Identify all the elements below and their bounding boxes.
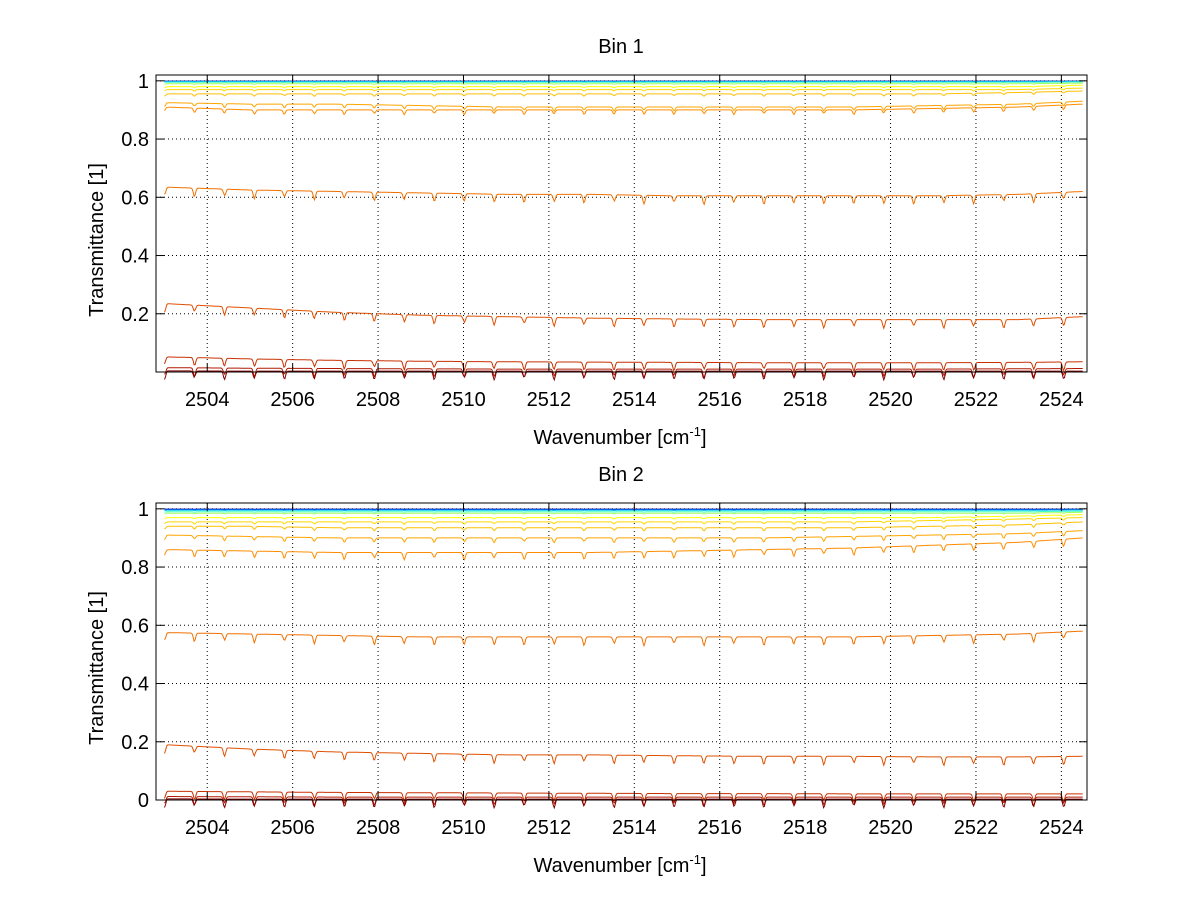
y-tick-label: 0.2 xyxy=(121,304,149,326)
series-line xyxy=(164,103,1083,116)
x-tick-label: 2512 xyxy=(527,389,572,411)
x-tick-label: 2514 xyxy=(612,389,657,411)
y-tick-label: 0.8 xyxy=(121,129,149,151)
series-line xyxy=(164,517,1083,525)
y-tick-label: 0.2 xyxy=(121,732,149,754)
x-tick-label: 2508 xyxy=(356,817,401,839)
x-tick-label: 2512 xyxy=(527,817,572,839)
x-axis-label: Wavenumber [cm-1] xyxy=(533,424,706,449)
plot-frame xyxy=(155,74,1088,373)
x-tick-label: 2516 xyxy=(697,817,742,839)
y-tick-label: 0.4 xyxy=(121,674,149,696)
series-line xyxy=(164,84,1083,89)
y-tick-label: 1 xyxy=(138,71,149,93)
x-axis-label-main: Wavenumber [cm xyxy=(533,427,689,449)
x-tick-label: 2524 xyxy=(1039,817,1084,839)
x-tick-label: 2510 xyxy=(441,389,486,411)
x-tick-label: 2506 xyxy=(270,389,315,411)
x-tick-label: 2514 xyxy=(612,817,657,839)
series-line xyxy=(164,367,1083,380)
x-axis-label-main: Wavenumber [cm xyxy=(533,855,689,877)
series-line xyxy=(164,303,1083,330)
grid-lines xyxy=(156,75,1087,372)
series-line xyxy=(164,537,1083,562)
panel-bin-1: Bin 1 Transmittance [1] Wavenumber [cm-1… xyxy=(86,36,1088,449)
x-tick-label: 2524 xyxy=(1039,389,1084,411)
series-line xyxy=(164,81,1083,84)
x-tick-label: 2504 xyxy=(185,817,230,839)
series-line xyxy=(164,530,1083,544)
series-line xyxy=(164,744,1083,767)
series-line xyxy=(164,514,1083,520)
x-axis-label-end: ] xyxy=(701,427,707,449)
x-tick-label: 2518 xyxy=(783,389,828,411)
series-line xyxy=(164,790,1083,804)
x-tick-label: 2506 xyxy=(270,817,315,839)
y-tick-label: 0 xyxy=(138,790,149,812)
y-axis-label: Transmittance [1] xyxy=(86,591,108,745)
x-axis-label-superscript: -1 xyxy=(689,424,701,439)
axis-ticks: 2504 2506 2508 2510 2512 2514 2516 2518 2520 2522… xyxy=(156,503,1087,839)
x-tick-label: 2516 xyxy=(697,389,742,411)
x-tick-label: 2518 xyxy=(783,817,828,839)
series-line xyxy=(164,186,1083,206)
series-line xyxy=(164,798,1083,810)
series-lines xyxy=(164,80,1083,382)
panel-bin-2: Bin 2 Transmittance [1] Wavenumber [cm-1… xyxy=(86,464,1088,877)
x-tick-label: 2508 xyxy=(356,389,401,411)
series-lines xyxy=(164,508,1083,810)
y-tick-label: 0.6 xyxy=(121,615,149,637)
series-line xyxy=(164,510,1083,513)
x-tick-label: 2520 xyxy=(868,817,913,839)
x-tick-label: 2522 xyxy=(954,817,999,839)
panel-title: Bin 1 xyxy=(598,36,644,58)
y-tick-label: 0.8 xyxy=(121,557,149,579)
series-line xyxy=(164,87,1083,92)
series-line xyxy=(164,100,1083,112)
panel-title: Bin 2 xyxy=(598,464,644,486)
x-axis-label: Wavenumber [cm-1] xyxy=(533,852,706,877)
x-axis-label-end: ] xyxy=(701,855,707,877)
series-line xyxy=(164,511,1083,515)
x-tick-label: 2510 xyxy=(441,817,486,839)
y-tick-label: 0.4 xyxy=(121,246,149,268)
grid-lines xyxy=(156,503,1087,801)
x-tick-label: 2504 xyxy=(185,389,230,411)
x-axis-label-superscript: -1 xyxy=(689,852,701,867)
y-tick-label: 0.6 xyxy=(121,187,149,209)
plot-frame xyxy=(155,502,1088,801)
series-line xyxy=(164,630,1083,648)
series-line xyxy=(164,370,1083,382)
series-line xyxy=(164,521,1083,532)
series-line xyxy=(164,356,1083,373)
series-line xyxy=(164,82,1083,85)
series-line xyxy=(164,796,1083,808)
axis-ticks: 2504 2506 2508 2510 2512 2514 2516 2518 2520 2522… xyxy=(156,75,1087,411)
series-line xyxy=(164,509,1083,512)
y-tick-label: 1 xyxy=(138,499,149,521)
y-axis-label: Transmittance [1] xyxy=(86,163,108,317)
x-tick-label: 2522 xyxy=(954,389,999,411)
x-tick-label: 2520 xyxy=(868,389,913,411)
series-line xyxy=(164,90,1083,97)
